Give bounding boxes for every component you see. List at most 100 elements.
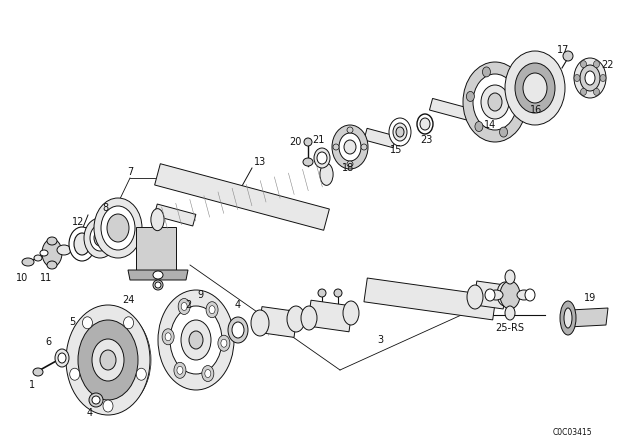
Ellipse shape: [221, 339, 227, 347]
Text: 4: 4: [235, 300, 241, 310]
Ellipse shape: [417, 114, 433, 134]
Ellipse shape: [560, 301, 576, 335]
Ellipse shape: [84, 218, 116, 258]
Text: 25-RS: 25-RS: [495, 323, 525, 333]
Polygon shape: [568, 308, 608, 327]
Ellipse shape: [189, 331, 203, 349]
Text: 4: 4: [87, 408, 93, 418]
Ellipse shape: [564, 308, 572, 328]
Text: 24: 24: [122, 295, 134, 305]
Text: 16: 16: [530, 105, 542, 115]
Ellipse shape: [593, 60, 600, 68]
Polygon shape: [128, 270, 188, 280]
Ellipse shape: [523, 73, 547, 103]
Ellipse shape: [580, 60, 586, 68]
Ellipse shape: [92, 339, 124, 381]
Ellipse shape: [489, 290, 503, 300]
Ellipse shape: [33, 368, 43, 376]
Text: 20: 20: [289, 137, 301, 147]
Ellipse shape: [101, 206, 135, 250]
Text: 7: 7: [127, 167, 133, 177]
Ellipse shape: [516, 103, 524, 112]
Ellipse shape: [505, 270, 515, 284]
Ellipse shape: [485, 289, 495, 301]
Text: 2: 2: [185, 300, 191, 310]
Polygon shape: [154, 204, 196, 226]
Ellipse shape: [517, 290, 531, 300]
Text: 11: 11: [40, 273, 52, 283]
Ellipse shape: [585, 71, 595, 85]
Ellipse shape: [334, 289, 342, 297]
Ellipse shape: [90, 225, 110, 251]
Ellipse shape: [69, 227, 95, 261]
Ellipse shape: [467, 91, 474, 101]
Text: 19: 19: [584, 293, 596, 303]
Ellipse shape: [525, 289, 535, 301]
Ellipse shape: [70, 368, 80, 380]
Ellipse shape: [22, 258, 34, 266]
Ellipse shape: [420, 118, 430, 130]
Ellipse shape: [580, 65, 600, 91]
Ellipse shape: [301, 306, 317, 330]
Text: 21: 21: [312, 135, 324, 145]
Ellipse shape: [563, 51, 573, 61]
Polygon shape: [364, 278, 496, 320]
Ellipse shape: [505, 51, 565, 125]
Ellipse shape: [151, 209, 164, 231]
Ellipse shape: [467, 285, 483, 309]
Ellipse shape: [124, 317, 134, 329]
Text: C0C03415: C0C03415: [552, 427, 592, 436]
Ellipse shape: [153, 271, 163, 279]
Ellipse shape: [500, 127, 508, 137]
Ellipse shape: [47, 237, 57, 245]
Ellipse shape: [389, 118, 411, 146]
Ellipse shape: [500, 281, 520, 309]
Ellipse shape: [174, 362, 186, 378]
Ellipse shape: [94, 198, 142, 258]
Text: 9: 9: [197, 290, 203, 300]
Text: 12: 12: [72, 217, 84, 227]
Ellipse shape: [83, 317, 92, 329]
Ellipse shape: [317, 152, 327, 164]
Text: 13: 13: [254, 157, 266, 167]
Ellipse shape: [205, 370, 211, 378]
Ellipse shape: [347, 127, 353, 133]
Ellipse shape: [103, 400, 113, 412]
Ellipse shape: [209, 306, 215, 314]
Ellipse shape: [78, 320, 138, 400]
Ellipse shape: [136, 368, 147, 380]
Text: 18: 18: [342, 163, 354, 173]
Ellipse shape: [463, 62, 527, 142]
Ellipse shape: [515, 63, 555, 113]
Ellipse shape: [74, 233, 90, 255]
Ellipse shape: [55, 349, 69, 367]
Ellipse shape: [34, 255, 42, 261]
Ellipse shape: [318, 289, 326, 297]
Ellipse shape: [47, 261, 57, 269]
Ellipse shape: [181, 320, 211, 360]
Ellipse shape: [481, 85, 509, 119]
Ellipse shape: [170, 306, 222, 374]
Ellipse shape: [251, 310, 269, 336]
Text: 15: 15: [390, 145, 402, 155]
Ellipse shape: [94, 230, 106, 246]
Ellipse shape: [165, 333, 171, 341]
Ellipse shape: [343, 301, 359, 325]
Ellipse shape: [107, 214, 129, 242]
Polygon shape: [259, 306, 298, 337]
Ellipse shape: [314, 148, 330, 168]
Polygon shape: [474, 281, 506, 309]
Text: 14: 14: [484, 120, 496, 130]
Ellipse shape: [473, 74, 517, 130]
Ellipse shape: [497, 282, 513, 306]
Ellipse shape: [89, 393, 103, 407]
Ellipse shape: [574, 58, 606, 98]
Ellipse shape: [320, 164, 333, 185]
Ellipse shape: [287, 306, 305, 332]
Ellipse shape: [574, 74, 580, 82]
Polygon shape: [429, 99, 490, 125]
Text: 5: 5: [69, 317, 75, 327]
Ellipse shape: [218, 335, 230, 351]
Ellipse shape: [333, 144, 339, 150]
Ellipse shape: [206, 302, 218, 318]
